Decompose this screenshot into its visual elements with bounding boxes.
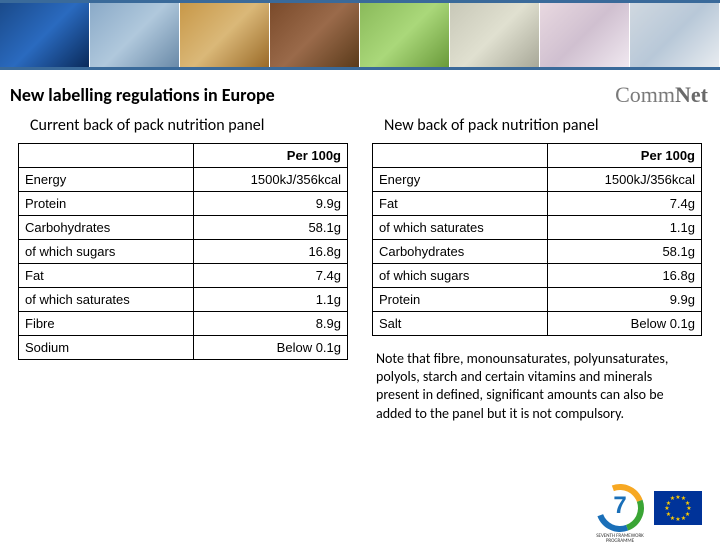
- nutrient-value: 9.9g: [194, 192, 348, 216]
- nutrient-value: 8.9g: [194, 312, 348, 336]
- content-row: Current back of pack nutrition panel Per…: [0, 116, 720, 423]
- nutrient-value: 58.1g: [194, 216, 348, 240]
- footer-logos: 7 SEVENTH FRAMEWORK PROGRAMME ★★★★★★★★★★…: [596, 484, 702, 532]
- nutrient-label: Salt: [373, 312, 548, 336]
- nutrient-label: Fibre: [19, 312, 194, 336]
- nutrient-label: of which sugars: [373, 264, 548, 288]
- nutrient-label: Sodium: [19, 336, 194, 360]
- table-header-per: Per 100g: [194, 144, 348, 168]
- logo-part1: Comm: [615, 82, 675, 107]
- left-panel-title: Current back of pack nutrition panel: [18, 116, 348, 135]
- nutrient-value: 1500kJ/356kcal: [194, 168, 348, 192]
- footnote-text: Note that fibre, monounsaturates, polyun…: [372, 350, 702, 423]
- nutrient-value: 1.1g: [194, 288, 348, 312]
- table-row: Energy1500kJ/356kcal: [373, 168, 702, 192]
- table-row: Fat7.4g: [19, 264, 348, 288]
- page-title: New labelling regulations in Europe: [10, 84, 720, 106]
- table-row: Energy1500kJ/356kcal: [19, 168, 348, 192]
- current-nutrition-table: Per 100g Energy1500kJ/356kcalProtein9.9g…: [18, 143, 348, 360]
- table-row: SodiumBelow 0.1g: [19, 336, 348, 360]
- nutrient-value: 7.4g: [548, 192, 702, 216]
- star-icon: ★: [681, 514, 686, 522]
- eu-stars: ★★★★★★★★★★★★: [665, 495, 691, 521]
- banner-image: [90, 3, 180, 67]
- commnet-logo: CommNet: [615, 82, 708, 108]
- nutrient-value: 16.8g: [194, 240, 348, 264]
- left-column: Current back of pack nutrition panel Per…: [18, 116, 348, 423]
- table-row: Carbohydrates58.1g: [19, 216, 348, 240]
- table-header-blank: [19, 144, 194, 168]
- table-row: Protein9.9g: [19, 192, 348, 216]
- table-header-row: Per 100g: [19, 144, 348, 168]
- table-row: Protein9.9g: [373, 288, 702, 312]
- fp7-label: SEVENTH FRAMEWORK PROGRAMME: [590, 534, 650, 544]
- nutrient-label: Carbohydrates: [373, 240, 548, 264]
- table-header-per: Per 100g: [548, 144, 702, 168]
- table-row: Fibre8.9g: [19, 312, 348, 336]
- banner-image: [270, 3, 360, 67]
- banner-image: [540, 3, 630, 67]
- star-icon: ★: [675, 515, 680, 523]
- nutrient-label: of which sugars: [19, 240, 194, 264]
- fp7-logo: 7 SEVENTH FRAMEWORK PROGRAMME: [596, 484, 644, 532]
- table-row: Carbohydrates58.1g: [373, 240, 702, 264]
- nutrient-label: Fat: [19, 264, 194, 288]
- right-column: New back of pack nutrition panel Per 100…: [372, 116, 702, 423]
- table-header-row: Per 100g: [373, 144, 702, 168]
- nutrient-label: Protein: [19, 192, 194, 216]
- nutrient-value: 58.1g: [548, 240, 702, 264]
- nutrient-value: Below 0.1g: [194, 336, 348, 360]
- star-icon: ★: [670, 494, 675, 502]
- nutrient-label: Carbohydrates: [19, 216, 194, 240]
- table-row: of which sugars16.8g: [373, 264, 702, 288]
- table-header-blank: [373, 144, 548, 168]
- fp7-number: 7: [596, 492, 644, 520]
- table-row: of which saturates1.1g: [19, 288, 348, 312]
- nutrient-label: of which saturates: [373, 216, 548, 240]
- table-row: of which saturates1.1g: [373, 216, 702, 240]
- nutrient-value: 1500kJ/356kcal: [548, 168, 702, 192]
- banner-image: [180, 3, 270, 67]
- nutrient-label: of which saturates: [19, 288, 194, 312]
- nutrient-value: 16.8g: [548, 264, 702, 288]
- nutrient-label: Energy: [19, 168, 194, 192]
- nutrient-value: 7.4g: [194, 264, 348, 288]
- logo-part2: Net: [675, 82, 708, 107]
- nutrient-value: 9.9g: [548, 288, 702, 312]
- eu-flag-icon: ★★★★★★★★★★★★: [654, 491, 702, 525]
- banner-image: [360, 3, 450, 67]
- new-nutrition-table: Per 100g Energy1500kJ/356kcalFat7.4gof w…: [372, 143, 702, 336]
- nutrient-value: Below 0.1g: [548, 312, 702, 336]
- nutrient-label: Fat: [373, 192, 548, 216]
- nutrient-value: 1.1g: [548, 216, 702, 240]
- table-row: Fat7.4g: [373, 192, 702, 216]
- nutrient-label: Energy: [373, 168, 548, 192]
- right-panel-title: New back of pack nutrition panel: [372, 116, 702, 135]
- header-banner: [0, 0, 720, 70]
- nutrient-label: Protein: [373, 288, 548, 312]
- banner-image: [630, 3, 720, 67]
- banner-image: [0, 3, 90, 67]
- table-row: of which sugars16.8g: [19, 240, 348, 264]
- table-row: SaltBelow 0.1g: [373, 312, 702, 336]
- banner-image: [450, 3, 540, 67]
